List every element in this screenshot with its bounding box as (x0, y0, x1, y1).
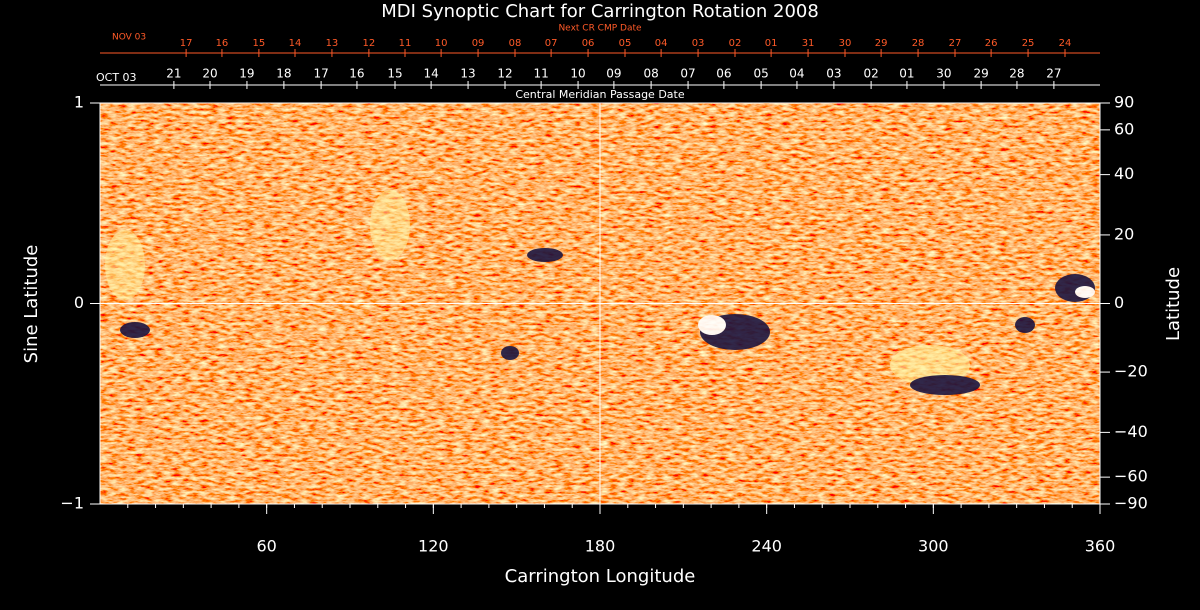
date-label: 26 (985, 38, 998, 49)
x-tick-label: 120 (418, 537, 449, 556)
y-tick-label: 1 (74, 93, 84, 112)
date-label: 03 (692, 38, 705, 49)
date-label: 05 (619, 38, 632, 49)
y2-tick-label: −60 (1114, 467, 1148, 486)
date-label: 27 (949, 38, 962, 49)
date-label: 11 (399, 38, 412, 49)
date-label: 12 (363, 38, 376, 49)
middle-axis-start: OCT 03 (96, 71, 137, 84)
y-tick-label: −1 (60, 494, 84, 513)
date-label: 05 (753, 67, 768, 81)
date-label: 03 (826, 67, 841, 81)
date-label: 02 (863, 67, 878, 81)
x-tick-label: 240 (751, 537, 782, 556)
top-axis-start: NOV 03 (112, 33, 146, 43)
date-label: 16 (349, 67, 364, 81)
y2-axis-label: Latitude (1163, 267, 1184, 341)
middle-axis-label: Central Meridian Passage Date (515, 88, 684, 101)
date-label: 17 (313, 67, 328, 81)
date-label: 30 (936, 67, 951, 81)
date-label: 08 (509, 38, 522, 49)
date-label: 29 (973, 67, 988, 81)
date-label: 10 (435, 38, 448, 49)
y2-tick-label: −40 (1114, 422, 1148, 441)
x-tick-label: 360 (1085, 537, 1116, 556)
date-label: 30 (839, 38, 852, 49)
chart-title: MDI Synoptic Chart for Carrington Rotati… (381, 1, 819, 22)
date-label: 09 (606, 67, 621, 81)
y2-tick-label: 40 (1114, 164, 1134, 183)
date-label: 28 (912, 38, 925, 49)
date-label: 21 (166, 67, 181, 81)
x-tick-label: 180 (585, 537, 616, 556)
date-label: 17 (180, 38, 193, 49)
date-label: 24 (1059, 38, 1072, 49)
date-label: 31 (802, 38, 815, 49)
date-label: 06 (582, 38, 595, 49)
date-label: 28 (1009, 67, 1024, 81)
date-label: 13 (326, 38, 339, 49)
date-label: 15 (387, 67, 402, 81)
date-label: 13 (460, 67, 475, 81)
x-tick-label: 300 (918, 537, 949, 556)
date-label: 29 (875, 38, 888, 49)
date-label: 04 (789, 67, 804, 81)
y2-tick-label: −90 (1114, 494, 1148, 513)
date-label: 02 (729, 38, 742, 49)
date-label: 25 (1022, 38, 1035, 49)
x-axis-label: Carrington Longitude (505, 566, 696, 587)
y-tick-label: 0 (74, 293, 84, 312)
active-regions (105, 190, 1095, 395)
date-label: 12 (497, 67, 512, 81)
date-label: 08 (643, 67, 658, 81)
date-label: 19 (239, 67, 254, 81)
top-axis-label: Next CR CMP Date (558, 24, 642, 34)
y2-tick-label: 90 (1114, 93, 1134, 112)
date-label: 14 (289, 38, 302, 49)
date-label: 27 (1046, 67, 1061, 81)
date-label: 20 (202, 67, 217, 81)
date-label: 14 (423, 67, 438, 81)
date-label: 18 (276, 67, 291, 81)
date-label: 01 (765, 38, 778, 49)
date-label: 07 (545, 38, 558, 49)
date-label: 16 (216, 38, 229, 49)
date-label: 10 (570, 67, 585, 81)
y-axis-label: Sine Latitude (21, 245, 42, 364)
date-label: 06 (716, 67, 731, 81)
date-label: 09 (472, 38, 485, 49)
y2-tick-label: −20 (1114, 362, 1148, 381)
date-label: 07 (680, 67, 695, 81)
date-label: 11 (533, 67, 548, 81)
date-label: 04 (655, 38, 668, 49)
date-label: 15 (253, 38, 266, 49)
date-label: 01 (899, 67, 914, 81)
y2-tick-label: 0 (1114, 293, 1124, 312)
y2-tick-label: 20 (1114, 224, 1134, 243)
y2-tick-label: 60 (1114, 119, 1134, 138)
x-tick-label: 60 (256, 537, 276, 556)
